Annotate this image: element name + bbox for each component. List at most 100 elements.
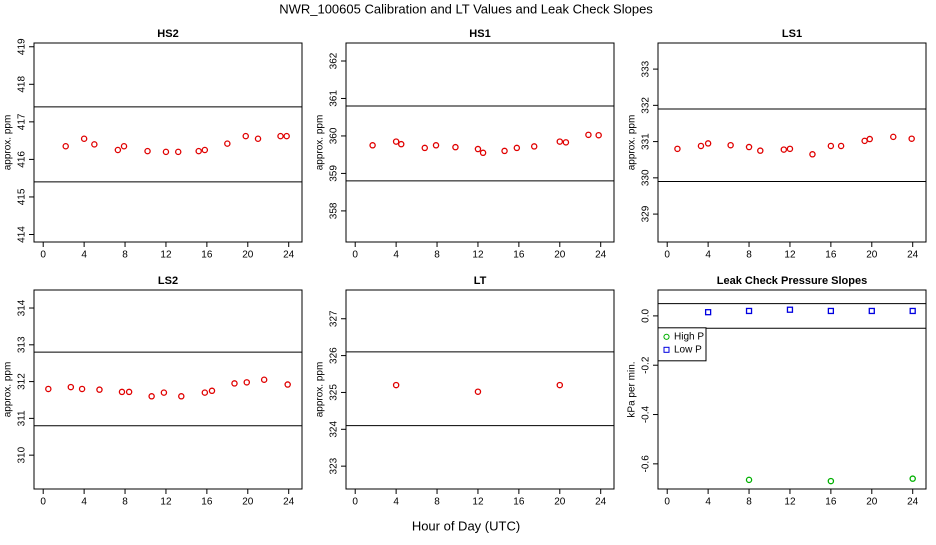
point bbox=[757, 147, 764, 154]
point bbox=[254, 135, 262, 142]
plot-frame bbox=[33, 289, 303, 490]
point bbox=[160, 389, 168, 396]
point bbox=[148, 393, 155, 400]
point bbox=[501, 147, 508, 155]
point bbox=[91, 141, 98, 148]
point bbox=[727, 141, 734, 149]
plot-frame bbox=[345, 289, 615, 490]
x-tick-label: 0 bbox=[40, 250, 46, 261]
point bbox=[96, 386, 103, 393]
point bbox=[745, 307, 753, 315]
point bbox=[80, 135, 88, 142]
point bbox=[369, 142, 376, 149]
point bbox=[908, 135, 915, 142]
plot-frame bbox=[33, 42, 303, 243]
point bbox=[556, 381, 564, 389]
x-tick-label: 4 bbox=[705, 497, 711, 508]
x-tick-label: 8 bbox=[746, 497, 752, 508]
y-tick-label: -0.4 bbox=[641, 405, 652, 423]
y-axis-label: approx. ppm bbox=[315, 362, 326, 418]
point bbox=[868, 307, 875, 315]
x-tick-label: 24 bbox=[907, 497, 919, 508]
point bbox=[174, 148, 182, 156]
point bbox=[284, 381, 291, 388]
y-tick-label: -0.2 bbox=[641, 356, 652, 374]
x-tick-label: 24 bbox=[283, 250, 295, 261]
point bbox=[827, 142, 835, 150]
y-tick-label: 312 bbox=[17, 373, 28, 390]
point bbox=[67, 383, 75, 391]
x-tick-label: 0 bbox=[664, 497, 670, 508]
point bbox=[114, 146, 122, 154]
point bbox=[786, 145, 794, 153]
point bbox=[562, 139, 570, 146]
panel-title: LT bbox=[474, 275, 487, 287]
y-axis-label: approx. ppm bbox=[627, 115, 638, 171]
x-tick-label: 16 bbox=[513, 250, 525, 261]
point bbox=[243, 379, 251, 386]
y-tick-label: 418 bbox=[17, 76, 28, 93]
point bbox=[144, 147, 151, 155]
point bbox=[745, 143, 753, 151]
y-tick-label: 416 bbox=[17, 151, 28, 168]
x-tick-label: 0 bbox=[40, 497, 46, 508]
x-axis-label: Hour of Day (UTC) bbox=[412, 518, 520, 533]
x-tick-label: 12 bbox=[160, 250, 172, 261]
y-tick-label: 0.0 bbox=[641, 309, 652, 323]
x-tick-label: 8 bbox=[122, 250, 128, 261]
x-tick-label: 0 bbox=[664, 250, 670, 261]
point bbox=[392, 381, 400, 389]
plot-frame bbox=[657, 42, 927, 243]
point bbox=[178, 393, 185, 400]
y-tick-label: 329 bbox=[641, 205, 652, 222]
y-tick-label: 323 bbox=[329, 457, 340, 474]
point bbox=[162, 148, 170, 156]
legend-box bbox=[657, 327, 707, 362]
point bbox=[674, 145, 681, 153]
point bbox=[224, 140, 231, 147]
point bbox=[809, 151, 816, 158]
x-tick-label: 16 bbox=[201, 250, 213, 261]
point bbox=[827, 307, 835, 315]
point bbox=[585, 131, 592, 139]
legend-marker bbox=[663, 333, 670, 340]
point bbox=[479, 149, 487, 157]
x-tick-label: 24 bbox=[595, 250, 607, 261]
y-tick-label: 332 bbox=[641, 97, 652, 114]
point bbox=[120, 143, 128, 150]
point bbox=[704, 309, 712, 316]
y-tick-label: 324 bbox=[329, 421, 340, 438]
y-tick-label: 325 bbox=[329, 384, 340, 401]
y-tick-label: -0.6 bbox=[641, 455, 652, 473]
x-tick-label: 16 bbox=[513, 497, 525, 508]
plot-frame bbox=[345, 42, 615, 243]
y-tick-label: 311 bbox=[17, 410, 28, 426]
panel-title: LS1 bbox=[782, 28, 802, 40]
x-tick-label: 24 bbox=[595, 497, 607, 508]
x-tick-label: 8 bbox=[434, 497, 440, 508]
x-tick-label: 20 bbox=[242, 497, 254, 508]
x-tick-label: 24 bbox=[907, 250, 919, 261]
x-tick-label: 20 bbox=[866, 497, 878, 508]
x-tick-label: 4 bbox=[81, 250, 87, 261]
x-tick-label: 8 bbox=[122, 497, 128, 508]
y-tick-label: 359 bbox=[329, 165, 340, 182]
point bbox=[513, 144, 521, 152]
x-tick-label: 4 bbox=[393, 497, 399, 508]
point bbox=[909, 475, 916, 482]
point bbox=[78, 385, 86, 393]
y-axis-label: approx. ppm bbox=[3, 115, 14, 171]
x-tick-label: 20 bbox=[554, 250, 566, 261]
point bbox=[595, 131, 602, 139]
x-tick-label: 12 bbox=[160, 497, 172, 508]
point bbox=[283, 132, 290, 140]
y-tick-label: 330 bbox=[641, 169, 652, 186]
y-tick-label: 331 bbox=[641, 133, 652, 150]
point bbox=[397, 140, 405, 148]
y-tick-label: 313 bbox=[17, 336, 28, 353]
y-axis-label: approx. ppm bbox=[315, 115, 326, 171]
point bbox=[530, 143, 538, 150]
y-tick-label: 314 bbox=[17, 299, 28, 316]
y-tick-label: 333 bbox=[641, 60, 652, 77]
